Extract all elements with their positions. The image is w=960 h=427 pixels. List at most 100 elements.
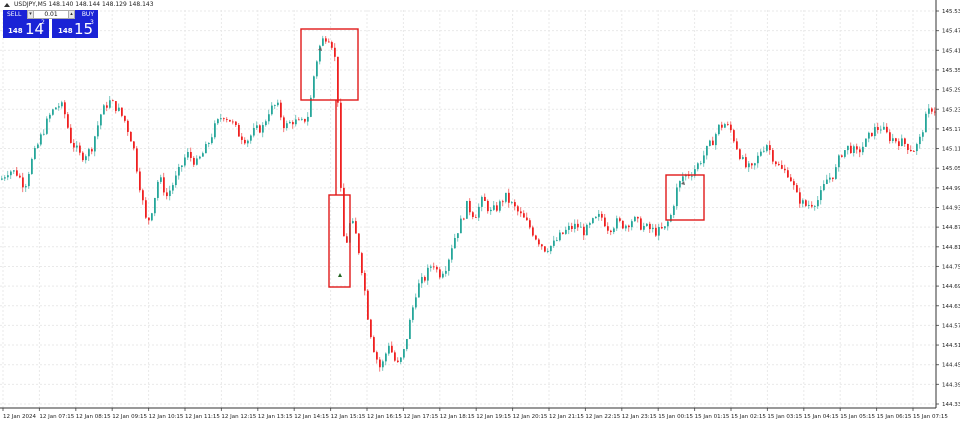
triangle-icon[interactable] [4, 2, 10, 7]
candle [733, 128, 735, 144]
highlight-box-recovery[interactable] [665, 174, 705, 221]
candle [517, 204, 519, 216]
candle [43, 129, 45, 136]
candle [16, 167, 18, 177]
candle [448, 258, 450, 276]
candle [694, 165, 696, 178]
time-tick-label: 12 Jan 20:15 [513, 414, 548, 420]
sell-price-sup: 2 [41, 19, 45, 26]
candle [727, 121, 729, 126]
candle [529, 218, 531, 230]
candle [154, 197, 156, 217]
lot-decrease-icon[interactable]: ▾ [27, 10, 34, 19]
candle [604, 214, 606, 228]
candle [358, 232, 360, 255]
candle [124, 115, 126, 123]
candle [865, 138, 867, 147]
sell-button[interactable]: SELL 148 14 2 [3, 10, 49, 38]
candle [142, 188, 144, 205]
candle [829, 173, 831, 183]
candle [85, 154, 87, 164]
candle [148, 217, 150, 225]
one-click-trading-panel: SELL 148 14 2 BUY 148 15 3 0.01 ▾ ▴ [3, 10, 98, 38]
candle [481, 195, 483, 212]
price-tick-label: 145.235 [942, 107, 960, 113]
candle [490, 207, 492, 215]
price-tick-label: 145.415 [942, 48, 960, 54]
candle [742, 154, 744, 160]
candle [307, 112, 309, 126]
highlight-box-peak[interactable] [300, 28, 359, 101]
buy-price-sup: 3 [90, 19, 94, 26]
candle [892, 133, 894, 144]
candle [58, 102, 60, 111]
candle [127, 119, 129, 136]
candle [712, 136, 714, 146]
candle [106, 101, 108, 112]
candle [439, 267, 441, 280]
candle [1, 175, 3, 181]
candle [460, 215, 462, 234]
candle [373, 335, 375, 353]
candle [361, 251, 363, 276]
buy-price-big: 15 [74, 20, 94, 38]
candle [262, 122, 264, 138]
candle [622, 220, 624, 230]
candle [196, 155, 198, 166]
price-tick-label: 145.175 [942, 127, 960, 133]
candle [13, 169, 15, 174]
candle [625, 224, 627, 232]
candle [133, 141, 135, 151]
candle [199, 155, 201, 160]
candle [103, 104, 105, 115]
candle [205, 141, 207, 154]
candle [163, 172, 165, 196]
candle [478, 203, 480, 222]
time-tick-label: 12 Jan 22:15 [585, 414, 620, 420]
candle [661, 222, 663, 230]
candle [220, 113, 222, 122]
trade-marker-icon [318, 47, 322, 51]
candle [658, 223, 660, 241]
candle [874, 123, 876, 140]
candle [907, 143, 909, 154]
candle [79, 142, 81, 156]
candle [586, 223, 588, 236]
candle [286, 120, 288, 131]
candle [844, 150, 846, 159]
candle [814, 204, 816, 211]
candle [748, 161, 750, 173]
time-tick-label: 12 Jan 2024 [3, 414, 36, 420]
candle [838, 154, 840, 172]
candle [853, 144, 855, 157]
candle [304, 118, 306, 124]
candle [442, 271, 444, 279]
candle [922, 129, 924, 142]
candle [259, 124, 261, 134]
candle [211, 133, 213, 145]
candle [334, 43, 336, 62]
candle [202, 151, 204, 157]
candle [736, 138, 738, 151]
candle [541, 243, 543, 250]
highlight-box-drop[interactable] [328, 194, 351, 288]
candle [739, 148, 741, 161]
sell-label: SELL [7, 11, 22, 18]
time-tick-label: 12 Jan 08:15 [76, 414, 111, 420]
chart-grid [0, 10, 936, 408]
candle [484, 193, 486, 202]
candle [706, 145, 708, 160]
buy-button[interactable]: BUY 148 15 3 [52, 10, 98, 38]
candle [559, 229, 561, 242]
candle [253, 123, 255, 138]
candle [544, 245, 546, 253]
trade-marker-icon [338, 273, 342, 277]
symbol-header: USDJPY,M5 148.140 148.144 148.129 148.14… [4, 1, 154, 8]
price-tick-label: 144.815 [942, 245, 960, 251]
lot-increase-icon[interactable]: ▴ [68, 10, 75, 19]
candle [760, 149, 762, 157]
candle [241, 132, 243, 145]
candle [139, 167, 141, 193]
